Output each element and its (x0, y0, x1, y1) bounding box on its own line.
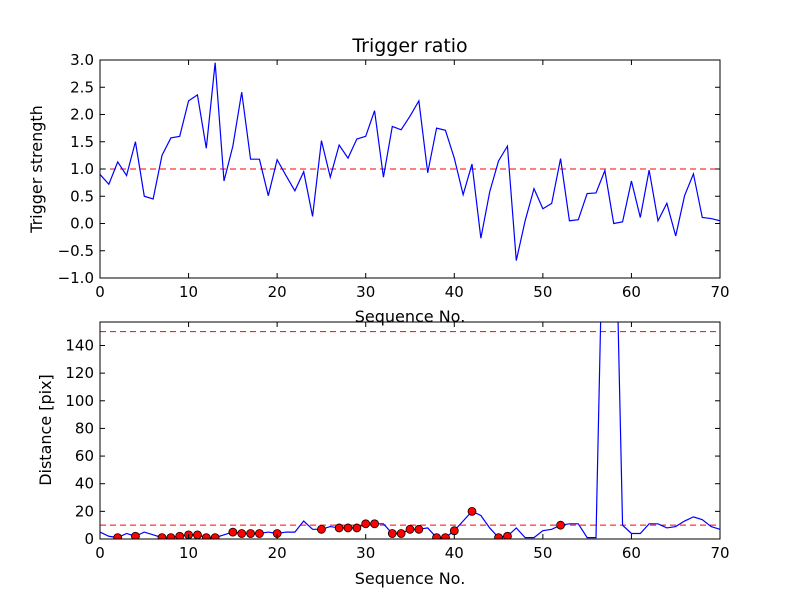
trigger-y-tick-label: 0.0 (70, 215, 94, 233)
distance-marker-point (131, 531, 140, 539)
trigger-x-tick-label: 10 (179, 283, 198, 301)
distance-plot-area (100, 322, 720, 539)
distance-marker-point (467, 506, 477, 516)
distance-y-tick-label: 140 (65, 336, 94, 354)
distance-marker-point (317, 524, 326, 534)
trigger-x-tick-label: 60 (622, 283, 641, 301)
trigger-y-tick-label: 3.0 (70, 51, 94, 69)
distance-y-tick-label: 100 (65, 392, 94, 410)
distance-marker-point (432, 533, 441, 539)
distance-marker-point (210, 533, 220, 539)
distance-marker-point (228, 527, 238, 537)
distance-y-tick-label: 40 (75, 475, 94, 493)
trigger-ratio-ylabel: Trigger strength (27, 105, 46, 234)
trigger-x-tick-label: 70 (710, 283, 729, 301)
distance-x-tick-label: 60 (622, 544, 641, 562)
distance-marker-point (387, 529, 397, 538)
distance-y-tick-label: 0 (84, 530, 94, 548)
trigger-y-tick-label: 1.0 (70, 160, 94, 178)
distance-marker-point (503, 531, 512, 539)
distance-marker-point (441, 533, 450, 539)
trigger-y-tick-label: 1.5 (70, 133, 94, 151)
trigger-x-tick-label: 0 (95, 283, 105, 301)
distance-marker-point (113, 533, 123, 539)
distance-marker-point (175, 531, 185, 539)
distance-marker-point (396, 529, 406, 538)
distance-marker-point (193, 530, 202, 539)
trigger-y-tick-label: 2.5 (70, 78, 94, 96)
distance-plot: Sequence No. Distance [pix] 0 10 20 30 40 50 6… (36, 321, 730, 588)
distance-marker-point (361, 519, 371, 529)
distance-marker-point (246, 529, 255, 538)
distance-x-tick-label: 20 (268, 544, 287, 562)
distance-y-tick-label: 80 (75, 419, 94, 437)
trigger-ratio-xlabel: Sequence No. (355, 307, 466, 326)
distance-marker-point (334, 523, 344, 533)
distance-marker-point (449, 526, 459, 536)
distance-x-tick-label: 0 (95, 544, 105, 562)
trigger-x-tick-label: 20 (268, 283, 287, 301)
distance-axes-frame (99, 321, 721, 540)
distance-marker-point (201, 533, 211, 539)
distance-marker-point (405, 524, 415, 534)
distance-marker-point (414, 524, 424, 534)
distance-marker-point (343, 523, 353, 533)
trigger-ratio-plot: Trigger ratio Sequence No. Trigger stren… (27, 35, 730, 326)
distance-marker-point (370, 519, 379, 529)
distance-marker-point (494, 533, 503, 539)
distance-y-tick-label: 20 (75, 502, 94, 520)
trigger-y-tick-label: 0.5 (70, 187, 94, 205)
distance-y-tick-label: 60 (75, 447, 94, 465)
trigger-y-tick-label: −0.5 (58, 242, 94, 260)
trigger-series-line (100, 62, 720, 261)
distance-ylabel: Distance [pix] (36, 374, 55, 486)
distance-x-tick-label: 40 (445, 544, 464, 562)
distance-marker-point (255, 529, 264, 538)
distance-y-tick-label: 120 (65, 364, 94, 382)
distance-xlabel: Sequence No. (355, 569, 466, 588)
trigger-y-tick-label: −1.0 (58, 269, 94, 287)
distance-x-tick-label: 30 (356, 544, 375, 562)
distance-marker-point (237, 529, 247, 538)
trigger-y-tick-label: 2.0 (70, 106, 94, 124)
distance-marker-point (166, 533, 176, 539)
trigger-ratio-title: Trigger ratio (351, 35, 467, 57)
trigger-x-tick-label: 50 (533, 283, 552, 301)
trigger-plot-area (100, 62, 720, 261)
trigger-x-tick-label: 40 (445, 283, 464, 301)
trigger-x-tick-label: 30 (356, 283, 375, 301)
distance-x-tick-label: 50 (533, 544, 552, 562)
distance-marker-point (556, 520, 565, 530)
distance-marker-point (352, 523, 362, 533)
distance-marker-point (157, 533, 167, 539)
distance-x-tick-label: 10 (179, 544, 198, 562)
distance-x-tick-label: 70 (710, 544, 729, 562)
